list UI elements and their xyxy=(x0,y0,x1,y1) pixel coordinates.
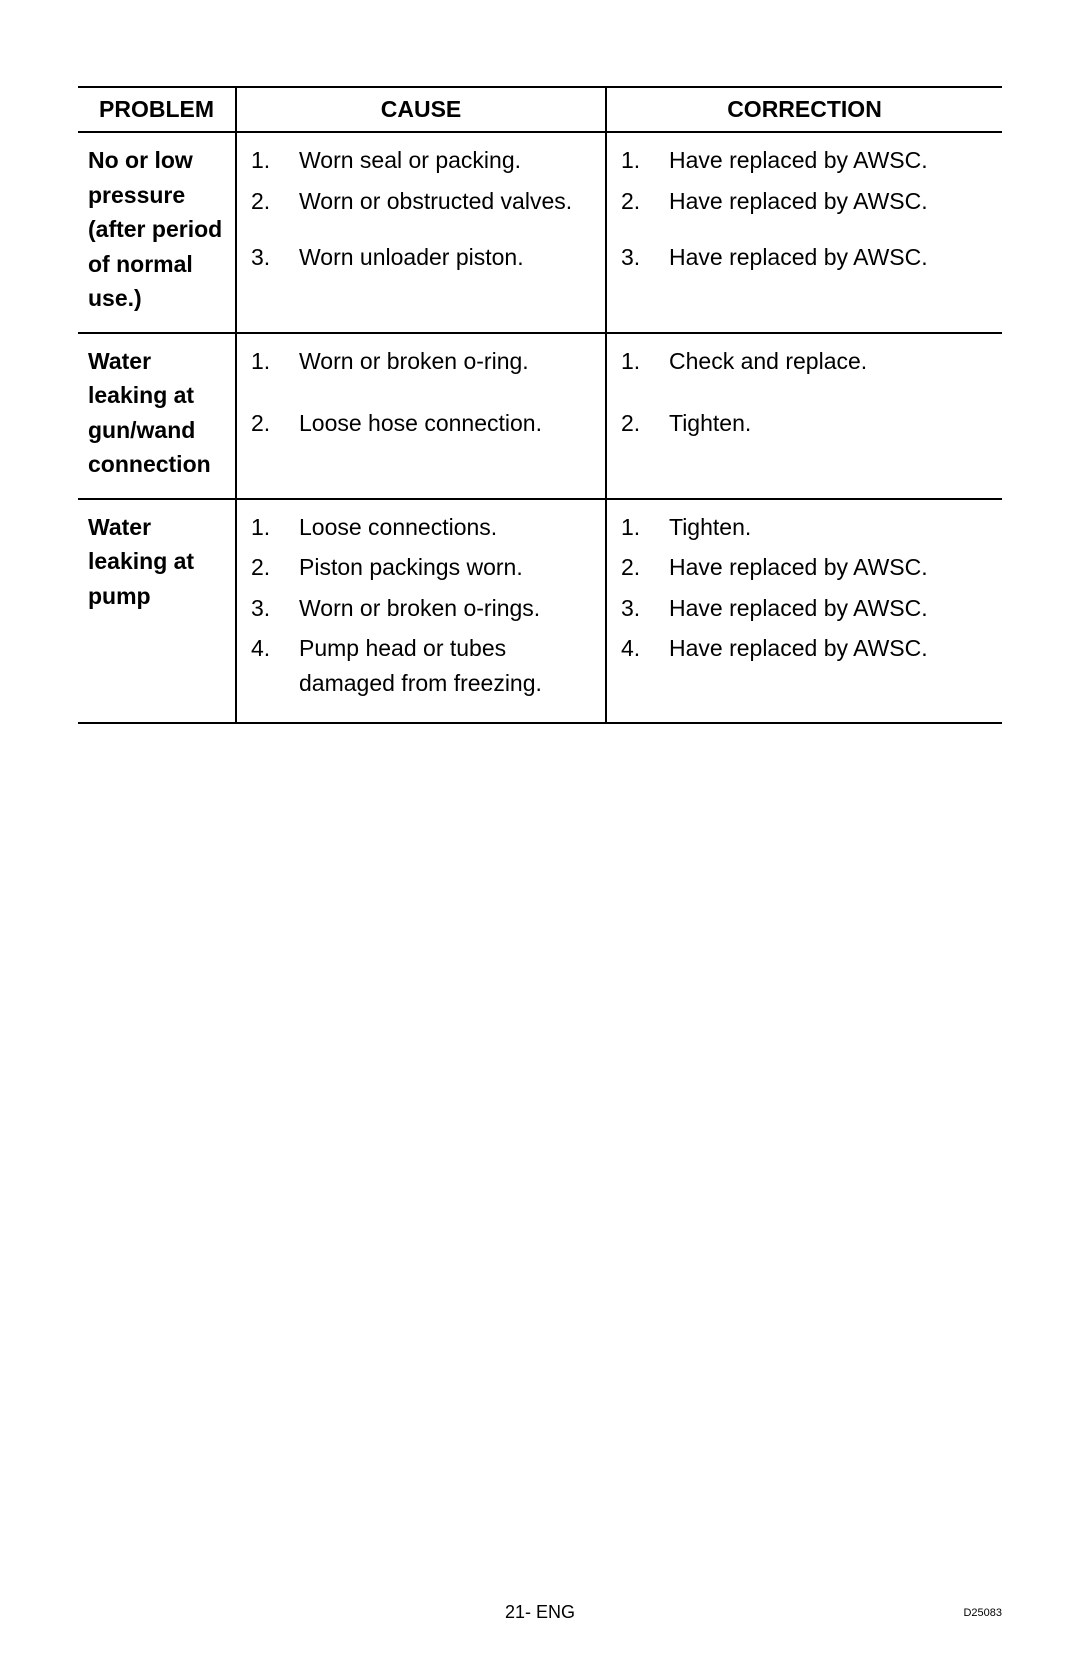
header-correction: CORRECTION xyxy=(606,87,1002,132)
correction-item: Have replaced by AWSC. xyxy=(617,143,992,178)
problem-cell: No or low pressure (after period of norm… xyxy=(78,132,236,333)
cause-item: Loose connections. xyxy=(247,510,595,545)
correction-item: Check and replace. xyxy=(617,344,992,379)
cause-item: Pump head or tubes damaged from freezing… xyxy=(247,631,595,700)
page-number: 21- ENG xyxy=(0,1602,1080,1623)
cause-list: Worn seal or packing. Worn or obstructed… xyxy=(247,143,595,275)
correction-item: Have replaced by AWSC. xyxy=(617,184,992,219)
page: PROBLEM CAUSE CORRECTION No or low press… xyxy=(0,0,1080,1669)
correction-list: Check and replace. Tighten. xyxy=(617,344,992,441)
correction-item: Tighten. xyxy=(617,406,992,441)
cause-list: Worn or broken o-ring. Loose hose connec… xyxy=(247,344,595,441)
cause-item: Piston packings worn. xyxy=(247,550,595,585)
correction-cell: Tighten. Have replaced by AWSC. Have rep… xyxy=(606,499,1002,724)
header-problem: PROBLEM xyxy=(78,87,236,132)
cause-item: Worn or obstructed valves. xyxy=(247,184,595,219)
cause-item: Worn unloader piston. xyxy=(247,240,595,275)
cause-cell: Worn seal or packing. Worn or obstructed… xyxy=(236,132,606,333)
table-row: No or low pressure (after period of norm… xyxy=(78,132,1002,333)
cause-item: Worn or broken o-ring. xyxy=(247,344,595,379)
header-cause: CAUSE xyxy=(236,87,606,132)
correction-item: Have replaced by AWSC. xyxy=(617,550,992,585)
correction-item: Have replaced by AWSC. xyxy=(617,591,992,626)
correction-list: Tighten. Have replaced by AWSC. Have rep… xyxy=(617,510,992,666)
troubleshooting-table: PROBLEM CAUSE CORRECTION No or low press… xyxy=(78,86,1002,724)
cause-item: Loose hose connection. xyxy=(247,406,595,441)
document-number: D25083 xyxy=(963,1607,1002,1619)
problem-cell: Water leaking at gun/wand connection xyxy=(78,333,236,499)
correction-item: Have replaced by AWSC. xyxy=(617,240,992,275)
cause-item: Worn or broken o-rings. xyxy=(247,591,595,626)
cause-list: Loose connections. Piston packings worn.… xyxy=(247,510,595,701)
cause-cell: Worn or broken o-ring. Loose hose connec… xyxy=(236,333,606,499)
cause-item: Worn seal or packing. xyxy=(247,143,595,178)
cause-cell: Loose connections. Piston packings worn.… xyxy=(236,499,606,724)
table-header-row: PROBLEM CAUSE CORRECTION xyxy=(78,87,1002,132)
correction-cell: Check and replace. Tighten. xyxy=(606,333,1002,499)
table-row: Water leaking at pump Loose connections.… xyxy=(78,499,1002,724)
correction-list: Have replaced by AWSC. Have replaced by … xyxy=(617,143,992,275)
correction-item: Have replaced by AWSC. xyxy=(617,631,992,666)
table-row: Water leaking at gun/wand connection Wor… xyxy=(78,333,1002,499)
problem-cell: Water leaking at pump xyxy=(78,499,236,724)
correction-cell: Have replaced by AWSC. Have replaced by … xyxy=(606,132,1002,333)
correction-item: Tighten. xyxy=(617,510,992,545)
